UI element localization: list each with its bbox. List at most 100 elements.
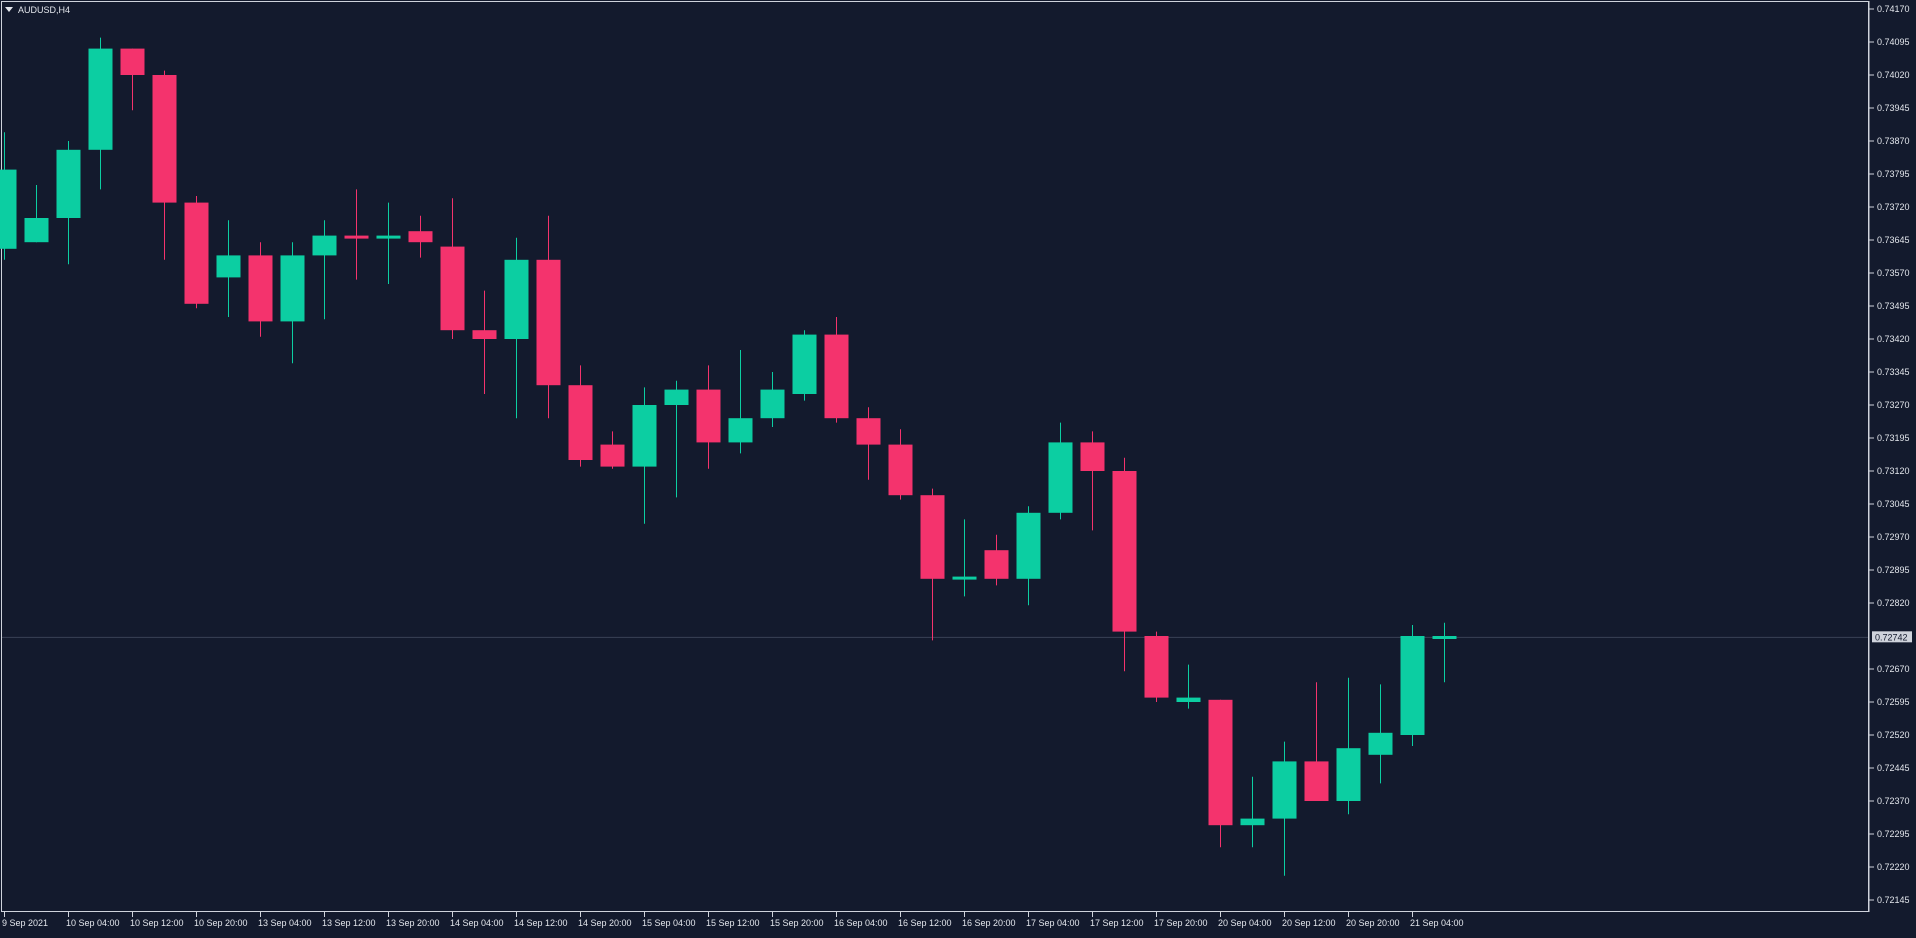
- candle-body: [1432, 636, 1457, 639]
- time-tick-label: 21 Sep 04:00: [1410, 918, 1464, 928]
- time-tick-label: 13 Sep 12:00: [322, 918, 376, 928]
- candle: [632, 387, 657, 524]
- time-tick-label: 14 Sep 12:00: [514, 918, 568, 928]
- candle: [1112, 457, 1137, 672]
- candle-body: [248, 255, 273, 322]
- candle-body: [856, 418, 881, 445]
- candle: [1048, 422, 1073, 520]
- price-tick-label: 0.73420: [1877, 334, 1910, 344]
- current-price-marker: 0.72742: [1872, 631, 1912, 643]
- price-tick-label: 0.72970: [1877, 532, 1910, 542]
- candle-body: [824, 334, 849, 419]
- time-tick-label: 14 Sep 20:00: [578, 918, 632, 928]
- candle-body: [376, 235, 401, 239]
- candle: [440, 198, 465, 339]
- symbol-label: AUDUSD,H4: [18, 5, 70, 15]
- time-tick-label: 9 Sep 2021: [2, 918, 48, 928]
- candle-body: [344, 235, 369, 239]
- price-tick-label: 0.73495: [1877, 301, 1910, 311]
- candle-body: [1112, 471, 1137, 632]
- candle-body: [472, 330, 497, 339]
- candle-body: [568, 385, 593, 460]
- candle: [120, 48, 145, 111]
- candle: [1080, 431, 1105, 531]
- candle: [1336, 677, 1361, 815]
- price-tick-label: 0.72595: [1877, 697, 1910, 707]
- candle: [1432, 622, 1457, 683]
- price-tick-label: 0.73645: [1877, 235, 1910, 245]
- candle: [664, 380, 689, 498]
- candle: [1208, 699, 1233, 848]
- time-tick-label: 14 Sep 04:00: [450, 918, 504, 928]
- candle: [888, 429, 913, 500]
- candle: [984, 534, 1009, 586]
- candle: [0, 132, 17, 260]
- candle: [696, 365, 721, 469]
- price-tick-label: 0.72445: [1877, 763, 1910, 773]
- time-tick-label: 15 Sep 20:00: [770, 918, 824, 928]
- candle-body: [760, 389, 785, 419]
- candle: [824, 317, 849, 423]
- time-tick-label: 10 Sep 12:00: [130, 918, 184, 928]
- candle: [952, 519, 977, 597]
- time-tick-label: 20 Sep 20:00: [1346, 918, 1400, 928]
- chevron-down-icon[interactable]: [5, 7, 13, 12]
- candle-body: [504, 259, 529, 339]
- price-axis: 0.74170 0.74095 0.74020 0.73945 0.73870 0.737…: [1869, 4, 1910, 905]
- candle-body: [664, 389, 689, 405]
- candle-body: [1176, 697, 1201, 702]
- price-tick-label: 0.74170: [1877, 4, 1910, 14]
- candle: [184, 196, 209, 309]
- price-tick-label: 0.72145: [1877, 895, 1910, 905]
- candle: [568, 365, 593, 467]
- current-price-label: 0.72742: [1875, 632, 1908, 642]
- time-tick-label: 10 Sep 20:00: [194, 918, 248, 928]
- time-tick-label: 20 Sep 04:00: [1218, 918, 1272, 928]
- candle-body: [1048, 442, 1073, 513]
- time-tick-label: 16 Sep 12:00: [898, 918, 952, 928]
- candle: [536, 215, 561, 419]
- price-tick-label: 0.73945: [1877, 103, 1910, 113]
- price-tick-label: 0.73720: [1877, 202, 1910, 212]
- current-price-box: [1872, 631, 1912, 643]
- candle-body: [440, 246, 465, 331]
- candle-body: [1240, 818, 1265, 826]
- price-tick-label: 0.72295: [1877, 829, 1910, 839]
- time-tick-label: 20 Sep 12:00: [1282, 918, 1336, 928]
- price-tick-label: 0.73570: [1877, 268, 1910, 278]
- time-tick-label: 17 Sep 04:00: [1026, 918, 1080, 928]
- candle: [376, 202, 401, 284]
- candle: [88, 37, 113, 190]
- candle: [504, 237, 529, 419]
- candle: [1240, 776, 1265, 848]
- candle-body: [88, 48, 113, 150]
- candle: [1368, 684, 1393, 784]
- candle: [152, 70, 177, 260]
- candle-body: [184, 202, 209, 304]
- candle-body: [312, 235, 337, 256]
- candle: [280, 242, 305, 364]
- candle-body: [1304, 761, 1329, 801]
- price-tick-label: 0.74020: [1877, 70, 1910, 80]
- candle-body: [1208, 699, 1233, 826]
- candle: [1144, 631, 1169, 702]
- candle: [920, 488, 945, 641]
- candle: [216, 220, 241, 317]
- candle: [248, 242, 273, 337]
- plot-area-frame: [1, 1, 1869, 912]
- price-tick-label: 0.74095: [1877, 37, 1910, 47]
- candle: [1304, 682, 1329, 801]
- price-tick-label: 0.72895: [1877, 565, 1910, 575]
- candle: [728, 350, 753, 454]
- candle-body: [696, 389, 721, 443]
- candle-body: [1016, 512, 1041, 579]
- candles-group: [0, 37, 1457, 876]
- candle: [1016, 506, 1041, 606]
- candle-body: [408, 231, 433, 243]
- candle: [24, 185, 49, 243]
- candle-body: [1336, 748, 1361, 801]
- price-tick-label: 0.73120: [1877, 466, 1910, 476]
- time-tick-label: 17 Sep 20:00: [1154, 918, 1208, 928]
